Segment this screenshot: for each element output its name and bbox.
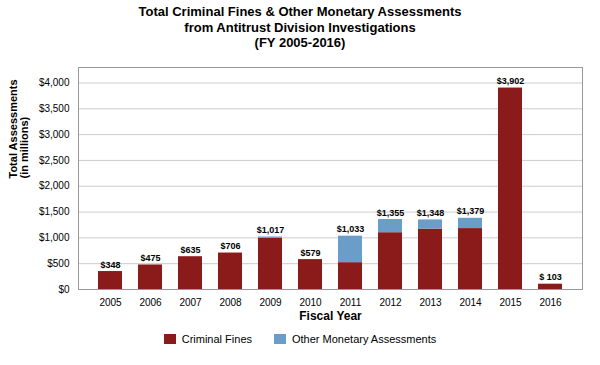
svg-text:2012: 2012	[379, 296, 402, 307]
svg-text:$579: $579	[300, 247, 320, 257]
svg-text:$1,017: $1,017	[257, 225, 285, 235]
svg-text:2011: 2011	[340, 296, 362, 307]
svg-text:2009: 2009	[259, 296, 282, 307]
svg-text:$2,500: $2,500	[39, 154, 70, 165]
svg-text:$2,000: $2,000	[39, 180, 70, 191]
svg-text:2014: 2014	[459, 296, 482, 307]
svg-text:2007: 2007	[179, 296, 202, 307]
svg-text:$500: $500	[47, 258, 70, 269]
svg-text:$1,348: $1,348	[417, 208, 445, 218]
svg-text:$4,000: $4,000	[39, 77, 70, 88]
svg-text:2008: 2008	[219, 296, 242, 307]
svg-text:$3,902: $3,902	[497, 76, 525, 86]
svg-text:2010: 2010	[299, 296, 322, 307]
svg-text:$348: $348	[100, 259, 120, 269]
svg-text:$1,355: $1,355	[377, 207, 405, 217]
svg-text:$475: $475	[140, 253, 160, 263]
svg-text:$3,000: $3,000	[39, 129, 70, 140]
html-text:Criminal Fines: Criminal Fines	[181, 332, 252, 345]
svg-text:2016: 2016	[539, 296, 562, 307]
svg-text:2006: 2006	[139, 296, 162, 307]
svg-text:$1,379: $1,379	[457, 206, 485, 216]
svg-text:2005: 2005	[99, 296, 122, 307]
html-text:Total Criminal Fines & Other M: Total Criminal Fines & Other Monetary As…	[138, 4, 462, 51]
svg-text:$1,500: $1,500	[39, 206, 70, 217]
svg-text:2015: 2015	[499, 296, 522, 307]
svg-text:$635: $635	[180, 244, 200, 254]
svg-text:$1,033: $1,033	[337, 224, 365, 234]
svg-text:2013: 2013	[419, 296, 442, 307]
html-text:Other Monetary Assessments: Other Monetary Assessments	[292, 332, 437, 345]
svg-text:$1,000: $1,000	[39, 232, 70, 243]
svg-text:$0: $0	[58, 283, 70, 294]
svg-text:$ 103: $ 103	[539, 272, 562, 282]
svg-text:$3,500: $3,500	[39, 103, 70, 114]
svg-text:Fiscal Year: Fiscal Year	[299, 308, 362, 322]
svg-text:$706: $706	[220, 241, 240, 251]
svg-text:Total Assessments(in millions): Total Assessments(in millions)	[7, 79, 30, 178]
